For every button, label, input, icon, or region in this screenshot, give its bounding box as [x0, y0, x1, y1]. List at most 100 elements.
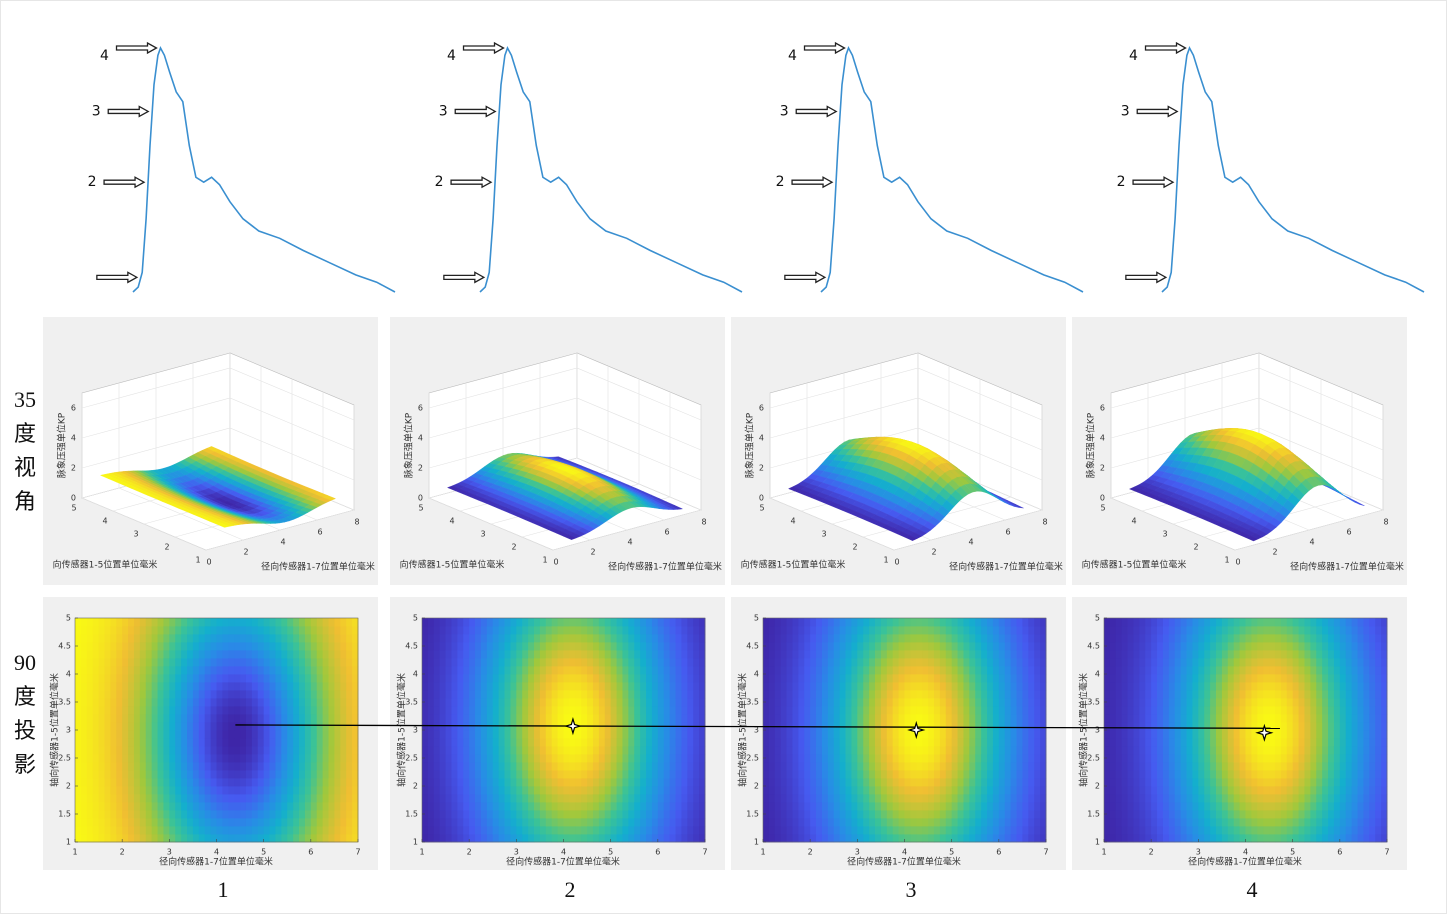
heatmap-cell — [216, 626, 223, 635]
heatmap-cell — [928, 642, 935, 651]
heatmap-cell — [480, 754, 488, 763]
heatmap-cell — [322, 762, 329, 771]
heatmap-cell — [251, 826, 259, 835]
heatmap-cell — [539, 746, 547, 755]
heatmap-cell — [651, 834, 659, 843]
heatmap-cell — [486, 826, 494, 835]
heatmap-cell — [480, 802, 488, 811]
heatmap-cell — [928, 626, 935, 635]
heatmap-cell — [628, 778, 635, 787]
heatmap-cell — [539, 634, 547, 643]
heatmap-cell — [804, 682, 811, 691]
heatmap-cell — [851, 634, 858, 643]
heatmap-cell — [869, 690, 876, 699]
heatmap-cell — [616, 810, 623, 819]
heatmap-cell — [263, 754, 270, 763]
heatmap-cell — [181, 826, 188, 835]
heatmap-cell — [821, 698, 829, 707]
heatmap-cell — [587, 754, 594, 763]
heatmap-cell — [139, 642, 147, 651]
heatmap-cell — [463, 674, 470, 683]
heatmap-cell — [104, 618, 111, 627]
heatmap-cell — [104, 802, 111, 811]
heatmap-cell — [622, 810, 629, 819]
heatmap-cell — [687, 618, 694, 627]
heatmap-cell — [657, 794, 665, 803]
heatmap-cell — [640, 666, 647, 675]
heatmap-cell — [816, 634, 823, 643]
heatmap-cell — [522, 634, 529, 643]
heatmap-cell — [222, 730, 229, 739]
heatmap-cell — [92, 642, 99, 651]
heatmap-cell — [451, 834, 458, 843]
heatmap-cell — [833, 642, 841, 651]
heatmap-cell — [234, 802, 241, 811]
heatmap-cell — [851, 746, 858, 755]
heatmap-cell — [192, 674, 200, 683]
heatmap-cell — [774, 666, 782, 675]
heatmap-cell — [445, 634, 452, 643]
heatmap-cell — [281, 786, 288, 795]
heatmap-cell — [681, 778, 688, 787]
heatmap-cell — [310, 834, 318, 843]
heatmap-cell — [774, 794, 782, 803]
heatmap-cell — [475, 714, 482, 723]
heatmap-cell — [175, 802, 182, 811]
heatmap-cell — [80, 674, 88, 683]
heatmap-cell — [427, 754, 435, 763]
heatmap-cell — [198, 826, 206, 835]
heatmap-cell — [422, 650, 429, 659]
heatmap-cell — [933, 778, 941, 787]
heatmap-cell — [310, 810, 318, 819]
heatmap-cell — [310, 626, 318, 635]
heatmap-cell — [175, 634, 182, 643]
heatmap-cell — [352, 738, 359, 747]
heatmap-cell — [522, 770, 529, 779]
heatmap-cell — [587, 634, 594, 643]
heatmap-cell — [234, 762, 241, 771]
heatmap-cell — [904, 658, 911, 667]
heatmap-cell — [798, 706, 805, 715]
heatmap-cell — [128, 722, 135, 731]
heatmap-cell — [181, 642, 188, 651]
heatmap-cell — [128, 746, 135, 755]
heatmap-cell — [869, 642, 876, 651]
heatmap-cell — [798, 626, 805, 635]
heatmap-cell — [598, 618, 606, 627]
heatmap-cell — [528, 810, 535, 819]
heatmap-cell — [151, 706, 158, 715]
heatmap-cell — [299, 626, 306, 635]
heatmap-cell — [646, 778, 653, 787]
heatmap-cell — [957, 778, 964, 787]
heatmap-cell — [228, 730, 235, 739]
heatmap-cell — [786, 698, 793, 707]
heatmap-cell — [240, 786, 247, 795]
heatmap-cell — [340, 786, 347, 795]
heatmap-cell — [904, 762, 911, 771]
heatmap-cell — [821, 738, 829, 747]
heatmap-cell — [880, 746, 888, 755]
heatmap-cell — [669, 770, 676, 779]
heatmap-cell — [346, 762, 353, 771]
heatmap-cell — [522, 834, 529, 843]
heatmap-cell — [569, 778, 576, 787]
heatmap-cell — [933, 618, 941, 627]
heatmap-cell — [957, 762, 964, 771]
heatmap-cell — [475, 818, 482, 827]
heatmap-cell — [575, 626, 582, 635]
x-axis-label: 径向传感器1-7位置单位毫米 — [949, 561, 1063, 573]
heatmap-cell — [492, 714, 500, 723]
heatmap-cell — [569, 658, 576, 667]
heatmap-cell — [857, 626, 864, 635]
heatmap-cell — [463, 762, 470, 771]
heatmap-cell — [122, 786, 129, 795]
heatmap-cell — [557, 794, 564, 803]
heatmap-cell — [687, 778, 694, 787]
heatmap-cell — [86, 698, 94, 707]
heatmap-cell — [346, 714, 353, 723]
heatmap-cell — [187, 786, 194, 795]
heatmap-cell — [234, 778, 241, 787]
heatmap-cell — [139, 834, 147, 843]
heatmap-cell — [675, 618, 682, 627]
heatmap-cell — [169, 666, 176, 675]
